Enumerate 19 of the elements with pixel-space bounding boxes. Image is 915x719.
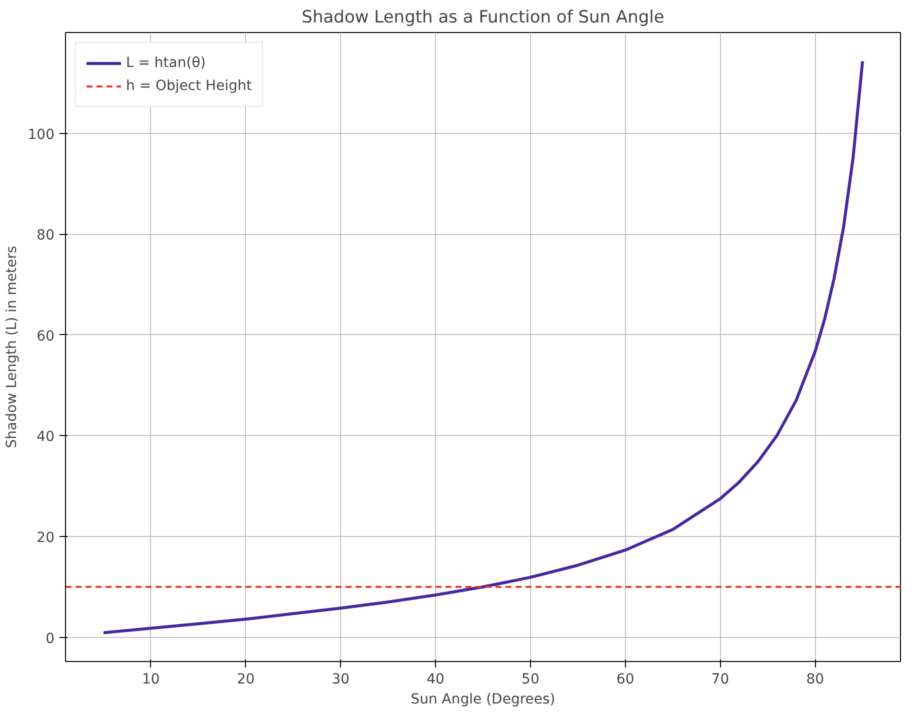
x-tick-label: 40 <box>426 672 444 688</box>
y-tick-label: 80 <box>36 228 55 244</box>
y-tick-label: 0 <box>46 630 55 647</box>
x-tick-label: 30 <box>332 672 350 688</box>
y-tick-label: 100 <box>28 126 55 143</box>
legend-label: h = Object Height <box>126 78 252 94</box>
x-tick-label: 50 <box>522 672 540 688</box>
x-tick-label: 60 <box>616 672 634 688</box>
y-axis-title: Shadow Length (L) in meters <box>4 246 20 448</box>
y-tick-label: 20 <box>36 530 55 546</box>
legend-label: L = htan(θ) <box>126 55 206 71</box>
x-axis-title: Sun Angle (Degrees) <box>410 692 556 708</box>
y-tick-label: 60 <box>36 328 55 344</box>
x-tick-label: 10 <box>142 672 160 688</box>
x-tick-label: 70 <box>711 672 730 688</box>
y-tick-label: 40 <box>36 429 55 446</box>
x-tick-label: 80 <box>806 672 824 688</box>
x-tick-label: 20 <box>236 672 255 688</box>
chart-title: Shadow Length as a Function of Sun Angle <box>302 8 664 28</box>
